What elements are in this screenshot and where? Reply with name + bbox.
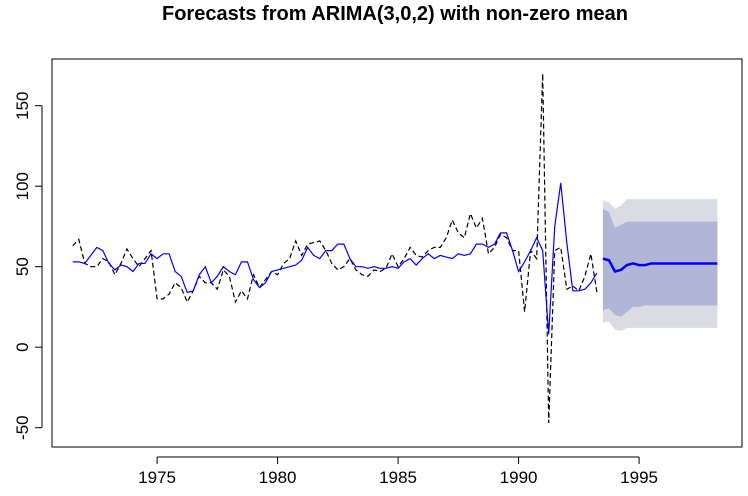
y-tick-label: 100 <box>13 172 32 200</box>
y-tick-label: -50 <box>13 415 32 440</box>
y-tick-label: 0 <box>13 342 32 351</box>
x-tick-label: 1990 <box>500 468 538 487</box>
y-tick-label: 150 <box>13 92 32 120</box>
series-line <box>72 182 598 335</box>
forecast-line <box>602 257 718 273</box>
x-tick-label: 1975 <box>138 468 176 487</box>
x-tick-label: 1985 <box>379 468 417 487</box>
x-tick-label: 1980 <box>259 468 297 487</box>
plot-frame <box>51 58 743 448</box>
series-line <box>72 73 598 423</box>
y-tick-label: 50 <box>13 257 32 276</box>
chart-title: Forecasts from ARIMA(3,0,2) with non-zer… <box>162 3 628 25</box>
x-tick-label: 1995 <box>620 468 658 487</box>
